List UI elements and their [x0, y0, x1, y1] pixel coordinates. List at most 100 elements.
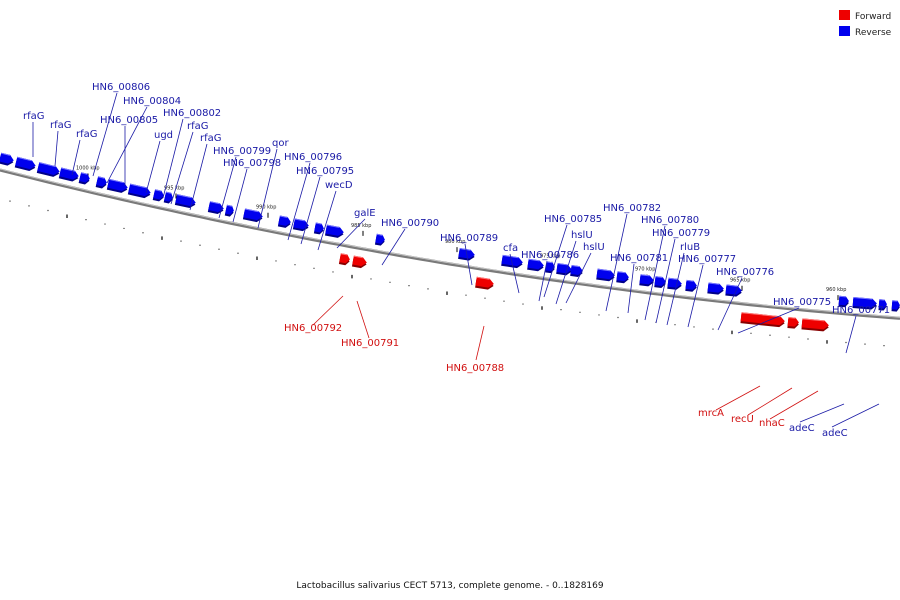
gene-label-adec: adeC: [822, 428, 848, 439]
gene-label-cfa: cfa: [503, 243, 518, 254]
reverse-gene-leader: [737, 307, 800, 334]
reverse-gene-arrow: [95, 176, 107, 189]
reverse-gene-leader: [509, 253, 520, 294]
reverse-gene-arrow: [556, 263, 572, 276]
gene-arrow-highlight: [839, 295, 846, 298]
reverse-gene-leader: [92, 92, 118, 177]
gene-label-hn6-00804: HN6_00804: [123, 96, 181, 107]
reverse-gene-arrow: [277, 215, 291, 228]
gene-arrow-body: [15, 156, 36, 170]
gene-label-rfag: rfaG: [200, 133, 222, 144]
legend-forward-label: Forward: [855, 12, 891, 22]
gene-label-hn6-00788: HN6_00788: [446, 363, 504, 374]
reverse-gene-arrow: [207, 201, 224, 215]
gene-arrow-highlight: [376, 233, 383, 236]
reverse-gene-arrow: [374, 233, 385, 246]
genome-backbone-highlight: [0, 168, 900, 318]
gene-label-hn6-00781: HN6_00781: [610, 253, 668, 264]
gene-arrow-highlight: [226, 204, 233, 207]
gene-arrow-highlight: [686, 279, 694, 282]
gene-arrow-body: [0, 152, 14, 164]
reverse-gene-leader: [655, 238, 676, 324]
reverse-gene-leader: [543, 224, 568, 298]
gene-label-ugd: ugd: [154, 130, 173, 141]
reverse-gene-leader: [257, 148, 278, 229]
reverse-gene-arrow: [527, 258, 544, 272]
gene-arrow-highlight: [853, 297, 873, 300]
reverse-gene-arrow: [639, 274, 654, 287]
reverse-gene-arrow: [878, 299, 887, 311]
gene-arrow-highlight: [340, 253, 348, 256]
reverse-gene-arrow: [58, 167, 79, 182]
reverse-gene-leader: [287, 162, 311, 241]
reverse-gene-leader: [605, 213, 628, 312]
forward-gene-arrow: [787, 317, 799, 329]
reverse-gene-arrow: [127, 183, 151, 199]
gene-label-rfag: rfaG: [76, 129, 98, 140]
reverse-gene-arrow: [0, 152, 14, 166]
gene-label-hn6-00771: HN6_00771: [832, 305, 890, 316]
gene-arrow-body: [852, 297, 877, 308]
gene-arrow-highlight: [353, 255, 363, 259]
gene-arrow-highlight: [97, 176, 105, 179]
reverse-gene-leader: [381, 228, 406, 266]
gene-arrow-body: [339, 253, 350, 264]
forward-gene-leader: [769, 390, 819, 420]
tick-label: 970 kbp: [635, 267, 655, 273]
reverse-gene-leader: [336, 218, 366, 249]
gene-arrow-body: [654, 276, 666, 286]
gene-arrow-highlight: [668, 277, 678, 280]
forward-gene-leader: [747, 387, 793, 416]
gene-arrow-body: [838, 295, 849, 306]
reverse-gene-leader: [538, 260, 548, 302]
reverse-gene-arrow: [292, 218, 309, 232]
gene-arrow-highlight: [154, 189, 162, 192]
reverse-gene-leader: [644, 225, 666, 321]
tick-label: 975 kbp: [540, 254, 560, 260]
reverse-gene-leader: [71, 139, 81, 176]
reverse-gene-leader: [106, 106, 148, 184]
forward-gene-arrow: [740, 312, 785, 328]
gene-arrow-body: [225, 204, 234, 215]
reverse-gene-arrow: [596, 268, 615, 282]
tick-label: 980 kbp: [445, 239, 465, 245]
reverse-gene-arrow: [163, 191, 173, 204]
gene-arrow-highlight: [802, 318, 825, 322]
gene-label-rfag: rfaG: [50, 120, 72, 131]
reverse-gene-leader: [627, 263, 635, 314]
gene-arrow-body: [878, 299, 887, 309]
gene-arrow-body: [787, 317, 799, 327]
tick-label: 990 kbp: [256, 205, 276, 211]
reverse-gene-leader: [464, 243, 473, 286]
gene-label-hn6-00806: HN6_00806: [92, 82, 150, 93]
gene-label-hn6-00780: HN6_00780: [641, 215, 699, 226]
gene-arrow-highlight: [640, 274, 650, 277]
gene-arrow-highlight: [326, 224, 340, 229]
gene-arrow-highlight: [597, 268, 611, 272]
reverse-gene-leader: [799, 403, 845, 423]
reverse-gene-arrow: [725, 284, 742, 297]
gene-arrow-body: [79, 172, 90, 183]
reverse-gene-leader: [232, 168, 248, 223]
gene-arrow-body: [153, 189, 164, 200]
legend: Forward Reverse: [839, 10, 892, 38]
gene-arrow-body: [570, 265, 583, 276]
reverse-gene-leader: [162, 118, 184, 199]
gene-arrow-highlight: [546, 261, 553, 264]
reverse-gene-leader: [555, 240, 577, 305]
reverse-gene-leader: [666, 252, 685, 326]
gene-label-hn6-00777: HN6_00777: [678, 254, 736, 265]
gene-arrow-body: [352, 255, 367, 267]
reverse-gene-arrow: [324, 224, 344, 238]
gene-arrow-highlight: [39, 162, 56, 168]
reverse-gene-leader: [717, 277, 743, 331]
forward-gene-arrow: [351, 255, 367, 269]
gene-arrow-highlight: [557, 263, 568, 266]
gene-label-hn6-00785: HN6_00785: [544, 214, 602, 225]
reverse-gene-arrow: [36, 162, 60, 177]
gene-arrow-body: [639, 274, 654, 285]
reverse-gene-arrow: [313, 222, 324, 235]
gene-arrow-body: [107, 178, 128, 191]
reverse-gene-arrow: [14, 156, 36, 172]
gene-arrow-highlight: [244, 208, 259, 213]
